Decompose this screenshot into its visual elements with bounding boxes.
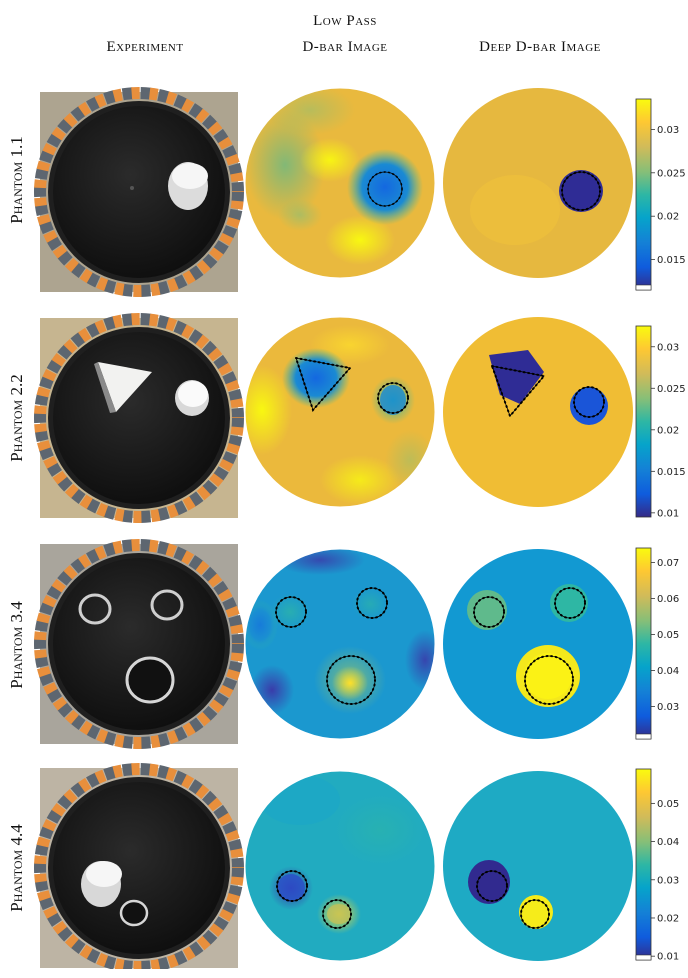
lowpass-outline-2	[294, 356, 409, 414]
colorbar-tick-label: 0.03	[657, 342, 679, 353]
colorbar-tick-label: 0.03	[657, 875, 679, 886]
column-header-lowpass-line2: D-bar Image	[302, 39, 388, 55]
colorbar-tick-label: 0.02	[657, 913, 679, 924]
colorbar-tick-label: 0.05	[657, 630, 679, 641]
colorbar-3	[635, 547, 652, 740]
colorbar-tick-label: 0.06	[657, 594, 679, 605]
photo-phantom-3-4	[34, 539, 244, 749]
colorbar-tick-label: 0.02	[657, 212, 679, 223]
colorbar-2-ticks: 0.03 0.025 0.02 0.015 0.01	[651, 342, 686, 519]
lowpass-phantom-3-4	[245, 549, 435, 739]
colorbar-1-ticks: 0.03 0.025 0.02 0.015	[651, 125, 686, 266]
colorbar-tick-label: 0.03	[657, 125, 679, 136]
colorbar-2	[635, 325, 652, 518]
colorbar-1	[635, 98, 652, 291]
colorbar-tick-label: 0.03	[657, 702, 679, 713]
lowpass-phantom-1-1	[245, 88, 435, 278]
column-header-deep: Deep D-bar Image	[440, 34, 640, 60]
deep-phantom-3-4	[443, 549, 633, 739]
lowpass-border-2	[244, 316, 436, 508]
lowpass-phantom-2-2	[245, 317, 435, 507]
column-header-deep-text: Deep D-bar Image	[479, 39, 601, 55]
colorbar-tick-label: 0.01	[657, 952, 679, 963]
colorbar-4	[635, 768, 652, 961]
column-header-experiment: Experiment	[60, 34, 230, 60]
deep-phantom-4-4	[443, 771, 633, 961]
colorbar-3-ticks: 0.07 0.06 0.05 0.04 0.03	[651, 558, 679, 713]
lowpass-contour-1	[367, 171, 403, 207]
lowpass-border-3	[244, 548, 436, 740]
lowpass-outline-3	[275, 587, 388, 705]
deep-outline-4	[476, 870, 550, 929]
deep-phantom-2-2	[443, 317, 633, 507]
colorbar-tick-label: 0.01	[657, 508, 679, 519]
deep-dots-1	[561, 171, 601, 211]
colorbar-4-ticks: 0.05 0.04 0.03 0.02 0.01	[651, 799, 679, 963]
colorbar-tick-label: 0.025	[657, 384, 686, 395]
lowpass-border-1	[244, 87, 436, 279]
photo-phantom-2-2	[34, 313, 244, 523]
photo-phantom-1-1	[34, 87, 244, 297]
colorbar-tick-label: 0.04	[657, 837, 679, 848]
colorbar-tick-label: 0.05	[657, 799, 679, 810]
lowpass-phantom-4-4	[245, 771, 435, 961]
lowpass-outline-4	[276, 870, 352, 929]
colorbar-tick-label: 0.04	[657, 666, 679, 677]
colorbar-tick-label: 0.07	[657, 558, 679, 569]
deep-outline-3	[473, 587, 586, 705]
colorbar-tick-label: 0.02	[657, 425, 679, 436]
column-header-lowpass-line1: Low Pass	[313, 13, 377, 29]
column-header-experiment-text: Experiment	[106, 39, 184, 55]
lowpass-border-4	[244, 770, 436, 962]
column-header-lowpass: Low Pass D-bar Image	[245, 8, 445, 60]
colorbar-tick-label: 0.025	[657, 168, 686, 179]
deep-outline-2	[490, 364, 605, 418]
photo-phantom-4-4	[34, 763, 244, 969]
colorbar-tick-label: 0.015	[657, 255, 686, 266]
colorbar-tick-label: 0.015	[657, 467, 686, 478]
deep-phantom-1-1	[443, 88, 633, 278]
